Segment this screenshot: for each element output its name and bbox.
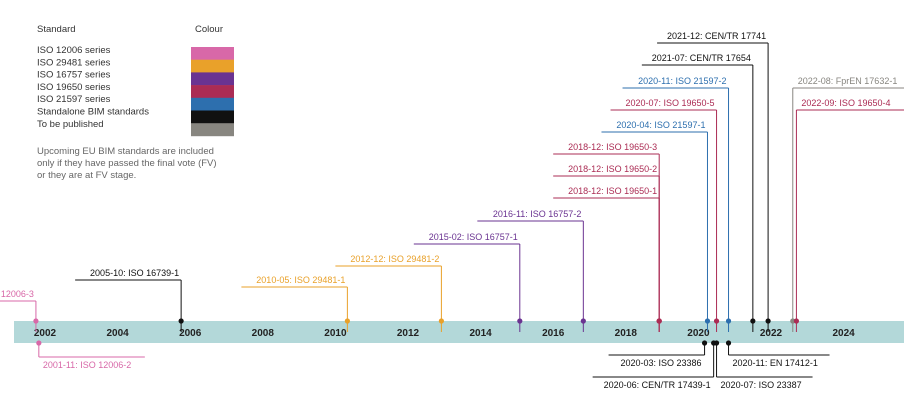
legend-swatch-iso-12006-series — [191, 47, 234, 60]
event-label: 2020-07: ISO 23387 — [721, 380, 802, 390]
event-label: 2010-05: ISO 29481-1 — [256, 275, 345, 285]
event-2020-07-iso-19650-5: 2020-07: ISO 19650-5 — [610, 98, 720, 332]
event-label: 2020-11: EN 17412-1 — [733, 358, 818, 368]
event-marker — [725, 318, 732, 324]
legend-label-iso-12006-series: ISO 12006 series — [37, 45, 111, 56]
event-marker — [713, 340, 720, 346]
legend-standard-header: Standard — [37, 24, 76, 35]
timeline-axis-band — [14, 321, 904, 343]
event-label: 2022-08: FprEN 17632-1 — [798, 76, 898, 86]
legend-label-iso-16757-series: ISO 16757 series — [37, 70, 111, 81]
timeline-events: 2001-10: ISO 12006-3 2005-10: ISO 16739-1… — [0, 31, 904, 390]
event-label: 2018-12: ISO 19650-1 — [568, 186, 657, 196]
event-2001-11-iso-12006-2: 2001-11: ISO 12006-2 — [36, 340, 145, 370]
legend-label-to-be-published: To be published — [37, 119, 104, 130]
event-2022-09-iso-19650-4: 2022-09: ISO 19650-4 — [793, 98, 904, 332]
year-label-2012: 2012 — [397, 328, 420, 339]
event-2020-03-iso-23386: 2020-03: ISO 23386 — [608, 340, 708, 368]
event-2021-12-cen-tr-17741: 2021-12: CEN/TR 17741 — [657, 31, 771, 332]
year-label-2014: 2014 — [469, 328, 492, 339]
year-label-2006: 2006 — [179, 328, 202, 339]
event-2018-12-iso-19650-3: 2018-12: ISO 19650-3 — [553, 142, 662, 332]
event-marker — [750, 318, 756, 324]
year-label-2010: 2010 — [324, 328, 347, 339]
year-label-2022: 2022 — [760, 328, 783, 339]
legend-swatch-standalone-bim-standards — [191, 110, 234, 124]
event-label: 2012-12: ISO 29481-2 — [350, 254, 439, 264]
event-marker — [790, 318, 796, 324]
event-label: 2001-11: ISO 12006-2 — [43, 360, 131, 370]
event-2020-11-en-17412-1: 2020-11: EN 17412-1 — [725, 340, 830, 368]
event-2001-10-iso-12006-3: 2001-10: ISO 12006-3 — [0, 289, 39, 332]
event-label: 2020-07: ISO 19650-5 — [625, 98, 714, 108]
legend-swatch-iso-29481-series — [191, 59, 234, 73]
legend-label-iso-19650-series: ISO 19650 series — [37, 82, 111, 93]
event-2021-07-cen-tr-17654: 2021-07: CEN/TR 17654 — [641, 53, 756, 332]
legend-colour-header: Colour — [195, 24, 223, 35]
event-2010-05-iso-29481-1: 2010-05: ISO 29481-1 — [241, 275, 350, 332]
event-marker — [765, 318, 771, 324]
event-label: 2020-06: CEN/TR 17439-1 — [604, 380, 711, 390]
legend-label-iso-21597-series: ISO 21597 series — [37, 94, 111, 105]
event-2020-07-iso-23387: 2020-07: ISO 23387 — [713, 340, 813, 390]
year-label-2002: 2002 — [34, 328, 57, 339]
event-label: 2020-11: ISO 21597-2 — [638, 76, 726, 86]
event-2020-11-iso-21597-2: 2020-11: ISO 21597-2 — [622, 76, 732, 332]
event-marker — [725, 340, 732, 346]
legend-swatch-iso-16757-series — [191, 72, 234, 86]
event-label: 2015-02: ISO 16757-1 — [429, 232, 518, 242]
event-marker — [517, 318, 523, 324]
event-2005-10-iso-16739-1: 2005-10: ISO 16739-1 — [75, 268, 184, 332]
event-marker — [656, 318, 662, 324]
event-label: 2021-12: CEN/TR 17741 — [667, 31, 766, 41]
event-label: 2018-12: ISO 19650-2 — [568, 164, 657, 174]
year-label-2024: 2024 — [832, 328, 855, 339]
event-label: 2005-10: ISO 16739-1 — [90, 268, 179, 278]
legend-label-iso-29481-series: ISO 29481 series — [37, 57, 111, 68]
event-2022-08-fpren-17632-1: 2022-08: FprEN 17632-1 — [790, 76, 904, 332]
event-2018-12-iso-19650-1: 2018-12: ISO 19650-1 — [553, 186, 662, 332]
legend-note-line-1: Upcoming EU BIM standards are included — [37, 146, 214, 157]
event-label: 2020-03: ISO 23386 — [621, 358, 702, 368]
year-label-2018: 2018 — [615, 328, 638, 339]
legend-note-line-2: only if they have passed the final vote … — [37, 158, 217, 169]
year-label-2004: 2004 — [106, 328, 129, 339]
event-marker — [438, 318, 444, 324]
event-marker — [704, 318, 711, 324]
event-label: 2018-12: ISO 19650-3 — [568, 142, 657, 152]
event-label: 2020-04: ISO 21597-1 — [616, 120, 705, 130]
event-label: 2016-11: ISO 16757-2 — [493, 209, 581, 219]
event-marker — [344, 318, 350, 324]
legend-label-standalone-bim-standards: Standalone BIM standards — [37, 107, 149, 118]
year-label-2020: 2020 — [687, 328, 710, 339]
event-2015-02-iso-16757-1: 2015-02: ISO 16757-1 — [413, 232, 523, 332]
event-2020-04-iso-21597-1: 2020-04: ISO 21597-1 — [601, 120, 711, 332]
year-label-2008: 2008 — [252, 328, 275, 339]
year-labels: 2002 2004 2006 2008 2010 2012 2014 2016 2018 2020… — [34, 328, 855, 339]
year-label-2016: 2016 — [542, 328, 565, 339]
legend-swatch-iso-21597-series — [191, 97, 234, 111]
event-marker — [713, 318, 720, 324]
event-marker — [33, 318, 39, 324]
event-marker — [701, 340, 708, 346]
event-2016-11-iso-16757-2: 2016-11: ISO 16757-2 — [477, 209, 586, 332]
event-label: 2021-07: CEN/TR 17654 — [652, 53, 751, 63]
event-label: 2001-10: ISO 12006-3 — [0, 289, 34, 299]
event-2012-12-iso-29481-2: 2012-12: ISO 29481-2 — [335, 254, 444, 332]
event-label: 2022-09: ISO 19650-4 — [801, 98, 890, 108]
event-marker — [36, 340, 42, 346]
legend-swatch-to-be-published — [191, 123, 234, 137]
legend-note-line-3: or they are at FV stage. — [37, 170, 136, 181]
event-marker — [178, 318, 184, 324]
event-marker — [580, 318, 586, 324]
legend-swatch-iso-19650-series — [191, 85, 234, 99]
event-marker — [793, 318, 800, 324]
